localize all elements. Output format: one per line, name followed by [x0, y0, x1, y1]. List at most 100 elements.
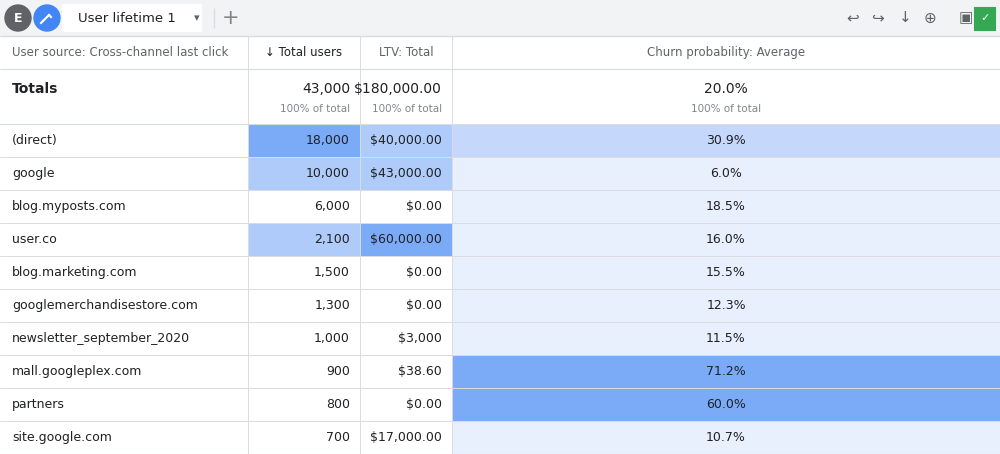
Text: site.google.com: site.google.com [12, 431, 112, 444]
Bar [0, 388, 1000, 421]
Text: newsletter_september_2020: newsletter_september_2020 [12, 332, 190, 345]
Bar [360, 388, 452, 421]
Bar [452, 322, 1000, 355]
Text: $40,000.00: $40,000.00 [370, 134, 442, 147]
Text: Totals: Totals [12, 82, 58, 96]
Text: E: E [14, 11, 22, 25]
Bar [452, 256, 1000, 289]
Bar [0, 256, 1000, 289]
Bar [0, 124, 1000, 157]
Text: mall.googleplex.com: mall.googleplex.com [12, 365, 142, 378]
Text: 100% of total: 100% of total [372, 104, 442, 114]
Text: 20.0%: 20.0% [704, 82, 748, 96]
Text: 1,500: 1,500 [314, 266, 350, 279]
Bar [248, 157, 360, 190]
Bar [0, 355, 1000, 388]
Circle shape [34, 5, 60, 31]
Text: 16.0%: 16.0% [706, 233, 746, 246]
Bar [360, 124, 452, 157]
Bar [0, 36, 1000, 69]
Text: $43,000.00: $43,000.00 [370, 167, 442, 180]
Text: User source: Cross-channel last click: User source: Cross-channel last click [12, 46, 228, 59]
Text: 43,000: 43,000 [302, 82, 350, 96]
Text: $0.00: $0.00 [406, 299, 442, 312]
Circle shape [5, 5, 31, 31]
Bar [248, 223, 360, 256]
Text: $0.00: $0.00 [406, 266, 442, 279]
Bar [452, 223, 1000, 256]
Text: googlemerchandisestore.com: googlemerchandisestore.com [12, 299, 198, 312]
Text: ▣: ▣ [959, 10, 973, 25]
Text: 18.5%: 18.5% [706, 200, 746, 213]
Text: 1,300: 1,300 [314, 299, 350, 312]
Bar [62, 4, 202, 32]
Bar [248, 388, 360, 421]
Text: Churn probability: Average: Churn probability: Average [647, 46, 805, 59]
Text: ↪: ↪ [872, 10, 884, 25]
Text: 15.5%: 15.5% [706, 266, 746, 279]
Text: ✓: ✓ [980, 13, 990, 23]
Bar [360, 223, 452, 256]
Bar [248, 289, 360, 322]
Bar [975, 8, 995, 30]
Bar [0, 223, 1000, 256]
Text: 30.9%: 30.9% [706, 134, 746, 147]
Bar [452, 388, 1000, 421]
Text: 71.2%: 71.2% [706, 365, 746, 378]
Text: 6.0%: 6.0% [710, 167, 742, 180]
Text: google: google [12, 167, 54, 180]
Bar [452, 190, 1000, 223]
Text: $3,000: $3,000 [398, 332, 442, 345]
Bar [360, 322, 452, 355]
Bar [452, 289, 1000, 322]
Text: 2,100: 2,100 [314, 233, 350, 246]
Bar [0, 190, 1000, 223]
Bar [0, 69, 1000, 124]
Bar [248, 355, 360, 388]
Bar [0, 289, 1000, 322]
Bar [452, 421, 1000, 454]
Text: $0.00: $0.00 [406, 200, 442, 213]
Text: 900: 900 [326, 365, 350, 378]
Text: ↓: ↓ [899, 10, 911, 25]
Text: (direct): (direct) [12, 134, 58, 147]
Text: $38.60: $38.60 [398, 365, 442, 378]
Bar [0, 421, 1000, 454]
Bar [248, 421, 360, 454]
Bar [360, 190, 452, 223]
Bar [452, 124, 1000, 157]
Text: 60.0%: 60.0% [706, 398, 746, 411]
Bar [0, 157, 1000, 190]
Bar [248, 256, 360, 289]
Text: ↓ Total users: ↓ Total users [265, 46, 343, 59]
Text: blog.myposts.com: blog.myposts.com [12, 200, 127, 213]
Bar [0, 0, 1000, 36]
Text: $60,000.00: $60,000.00 [370, 233, 442, 246]
Bar [360, 289, 452, 322]
Text: ⊕: ⊕ [924, 10, 936, 25]
Text: 100% of total: 100% of total [691, 104, 761, 114]
Text: 6,000: 6,000 [314, 200, 350, 213]
Bar [248, 322, 360, 355]
Text: 11.5%: 11.5% [706, 332, 746, 345]
Bar [248, 124, 360, 157]
Text: $180,000.00: $180,000.00 [354, 82, 442, 96]
Bar [0, 322, 1000, 355]
Text: 10.7%: 10.7% [706, 431, 746, 444]
Text: 800: 800 [326, 398, 350, 411]
Text: 700: 700 [326, 431, 350, 444]
Bar [360, 256, 452, 289]
Text: ▾: ▾ [194, 13, 200, 23]
Text: 1,000: 1,000 [314, 332, 350, 345]
Text: 18,000: 18,000 [306, 134, 350, 147]
Bar [360, 355, 452, 388]
Text: ↩: ↩ [847, 10, 859, 25]
Text: partners: partners [12, 398, 65, 411]
Bar [360, 157, 452, 190]
Text: 100% of total: 100% of total [280, 104, 350, 114]
Bar [248, 190, 360, 223]
Text: blog.marketing.com: blog.marketing.com [12, 266, 138, 279]
Bar [452, 355, 1000, 388]
Bar [360, 421, 452, 454]
Text: user.co: user.co [12, 233, 57, 246]
